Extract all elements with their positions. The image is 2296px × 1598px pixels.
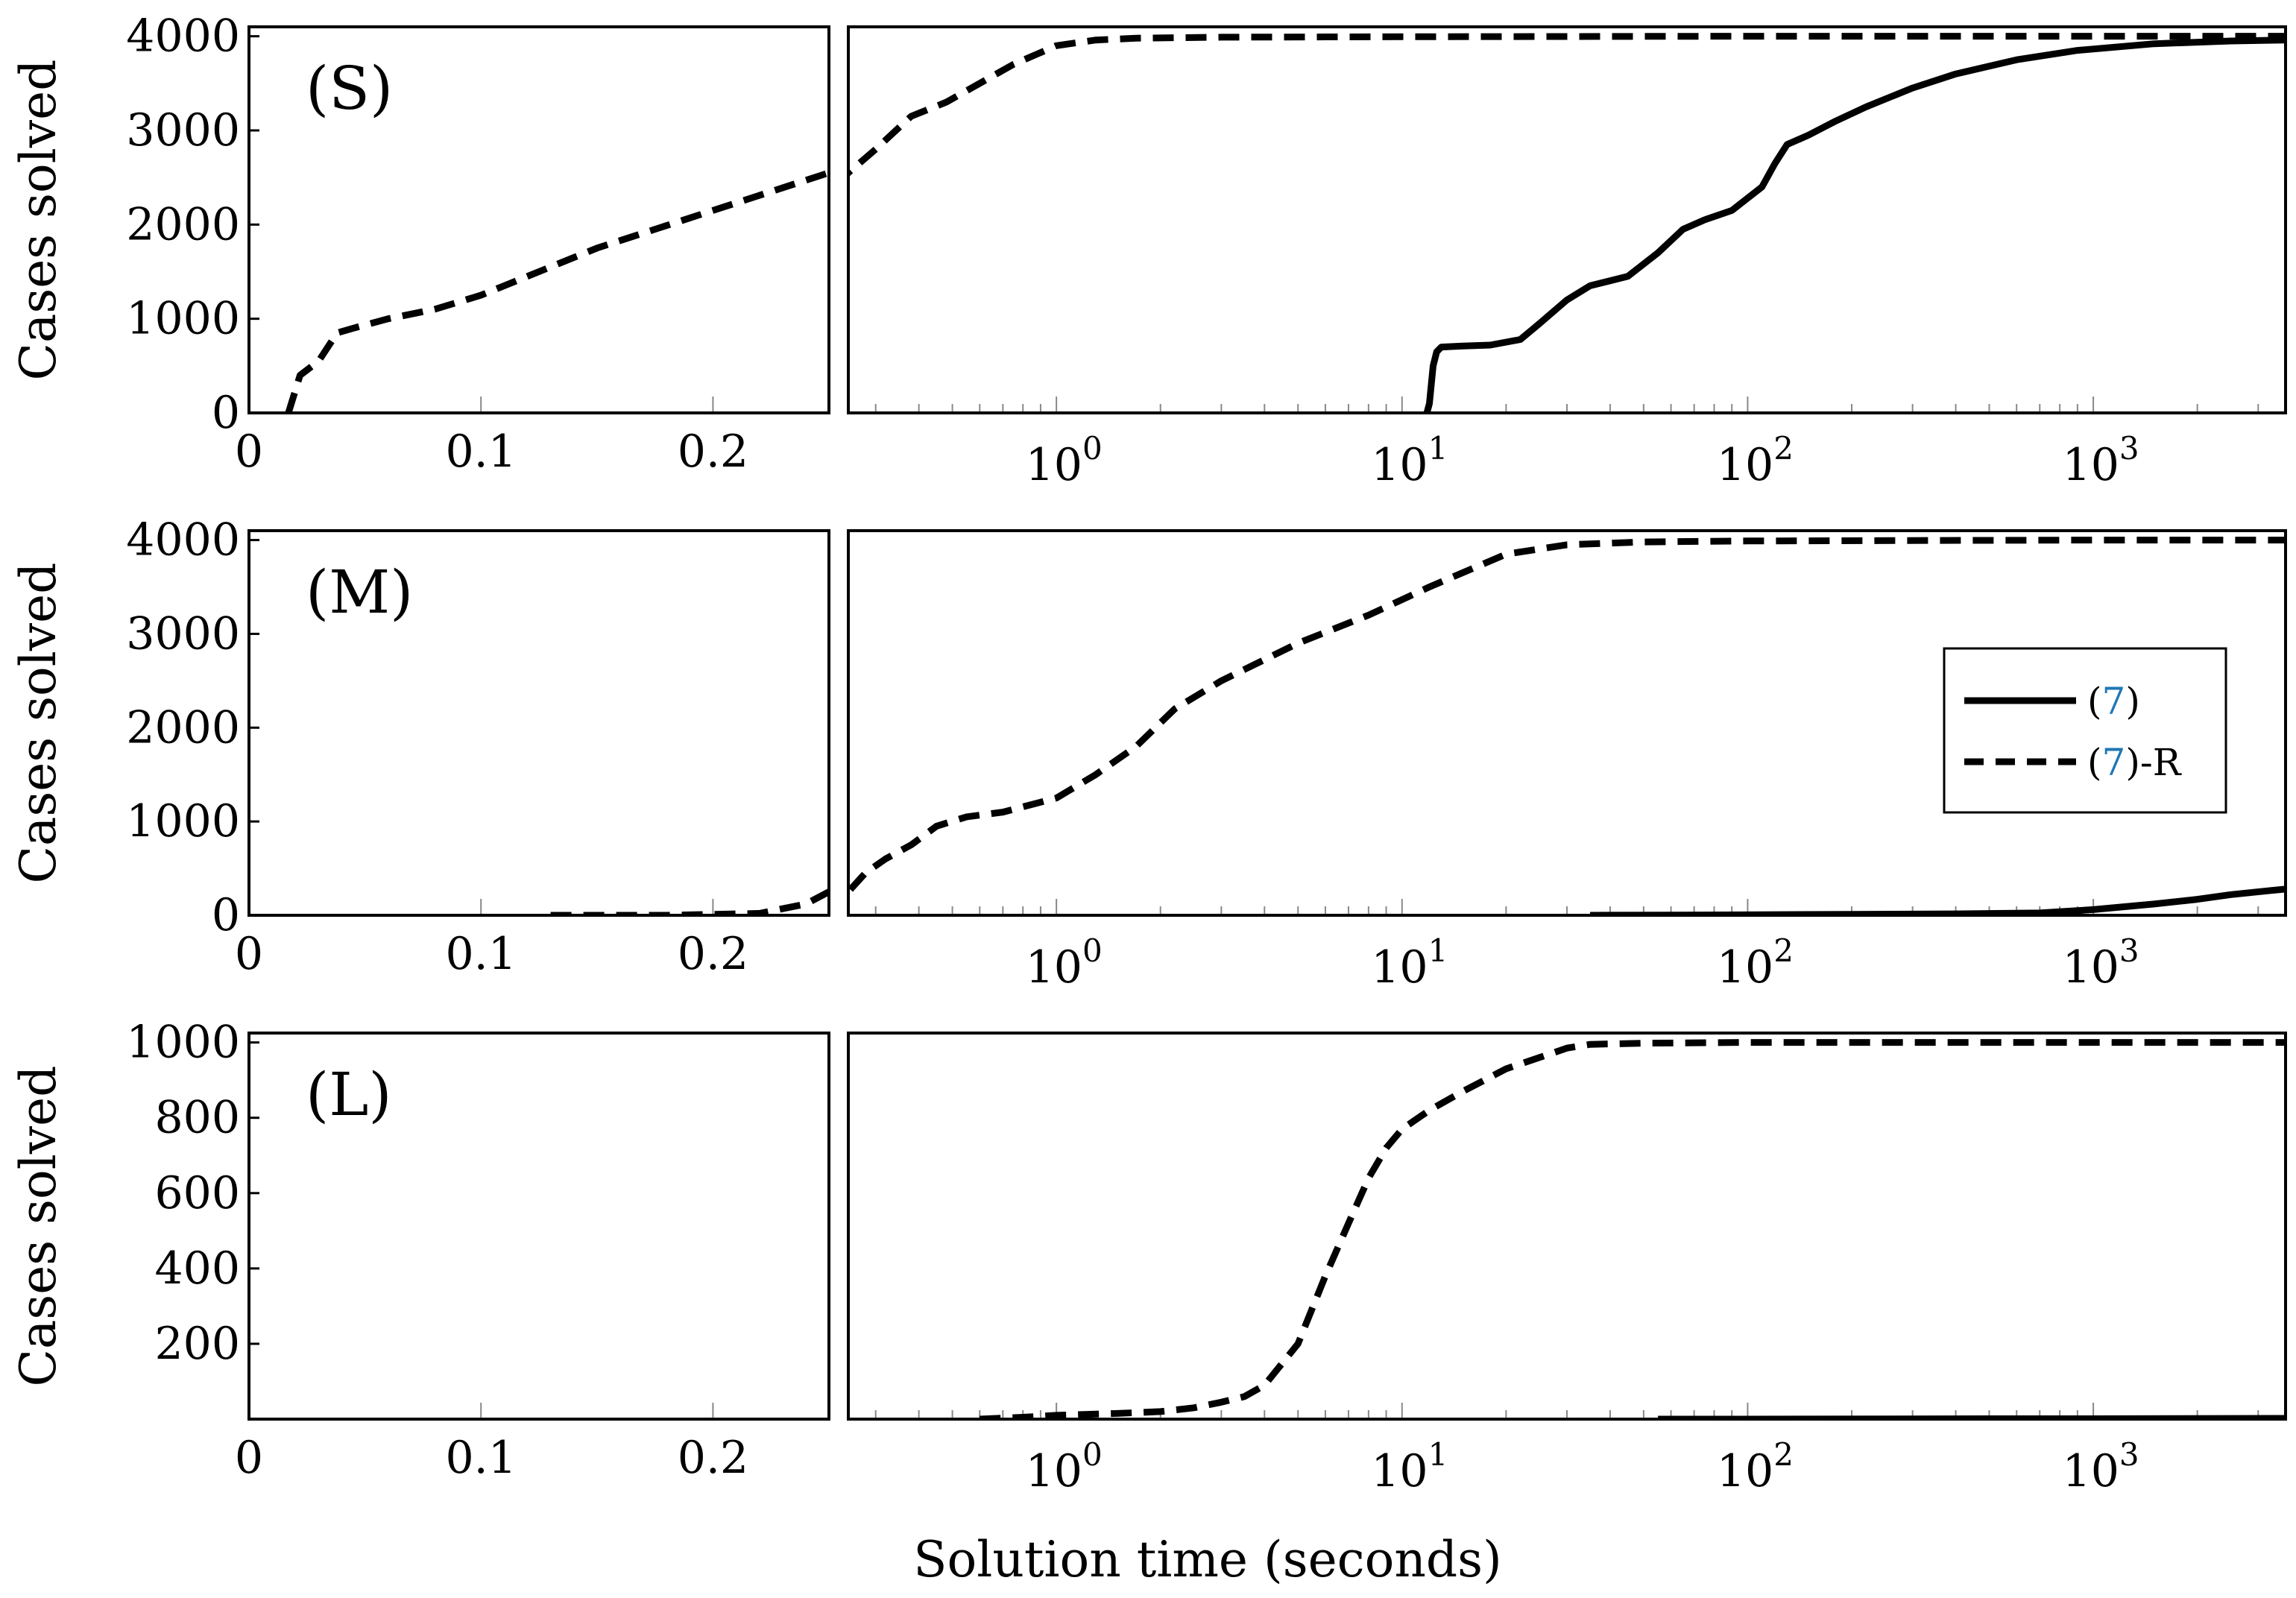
series-line-dashed-linear bbox=[550, 888, 829, 915]
y-tick-label: 2000 bbox=[126, 198, 240, 250]
linear-frame bbox=[247, 529, 830, 917]
series-line-dashed-log bbox=[848, 537, 2286, 900]
x-tick-label-linear: 0.2 bbox=[678, 928, 748, 980]
y-tick-label: 200 bbox=[154, 1318, 240, 1370]
x-tick-label-linear: 0 bbox=[235, 928, 263, 980]
y-tick-label: 400 bbox=[154, 1242, 240, 1295]
x-tick-label-log: 102 bbox=[1717, 1436, 1794, 1497]
x-tick-label-log: 100 bbox=[1026, 1436, 1103, 1497]
x-tick-label-linear: 0.2 bbox=[678, 1432, 748, 1484]
x-tick-label-log: 100 bbox=[1026, 932, 1103, 994]
linear-frame bbox=[247, 1032, 830, 1421]
legend-ref-link: 7 bbox=[2102, 680, 2126, 723]
y-tick-label: 0 bbox=[212, 889, 240, 941]
series-line-solid-log bbox=[1423, 37, 2286, 413]
y-tick-label: 4000 bbox=[126, 514, 240, 566]
panel-label: (S) bbox=[306, 54, 393, 123]
y-tick-label: 0 bbox=[212, 387, 240, 439]
series-line-dashed-log bbox=[980, 1039, 2286, 1419]
y-tick-label: 2000 bbox=[126, 701, 240, 754]
y-axis-label: Cases solved bbox=[10, 60, 67, 381]
x-tick-label-log: 103 bbox=[2063, 932, 2139, 994]
x-tick-label-log: 102 bbox=[1717, 932, 1794, 994]
y-tick-label: 800 bbox=[154, 1092, 240, 1144]
panel-m: 0 1000 2000 3000 4000 Cases solved (M) 0 0.1 0.2 1… bbox=[10, 514, 2287, 994]
x-tick-label-log: 101 bbox=[1371, 1436, 1448, 1497]
legend-ref-link: 7 bbox=[2102, 741, 2126, 784]
x-tick-label-log: 102 bbox=[1717, 430, 1794, 491]
y-tick-label: 4000 bbox=[126, 10, 240, 63]
x-tick-label-log: 101 bbox=[1371, 932, 1448, 994]
log-frame bbox=[847, 1032, 2287, 1421]
log-frame bbox=[847, 25, 2287, 414]
legend-box bbox=[1943, 647, 2227, 814]
panel-label: (M) bbox=[306, 558, 413, 627]
series-line-dashed-linear bbox=[285, 169, 829, 413]
panel-s: 0 1000 2000 3000 4000 Cases solved (S) 0 0.1 0.2 1… bbox=[10, 10, 2287, 491]
legend-entry-dashed: (7)-R bbox=[2087, 741, 2182, 784]
x-tick-label-linear: 0.2 bbox=[678, 426, 748, 478]
panel-l: 200 400 600 800 1000 Cases solved (L) 0 0.1 0.2 10… bbox=[10, 1017, 2287, 1497]
log-frame bbox=[847, 529, 2287, 917]
y-axis-label: Cases solved bbox=[10, 1066, 67, 1387]
y-tick-label: 1000 bbox=[126, 1017, 240, 1069]
y-tick-label: 1000 bbox=[126, 795, 240, 847]
x-axis-label: Solution time (seconds) bbox=[913, 1531, 1501, 1588]
x-tick-label-log: 100 bbox=[1026, 430, 1103, 491]
x-tick-label-log: 101 bbox=[1371, 430, 1448, 491]
x-tick-label-linear: 0 bbox=[235, 1432, 263, 1484]
legend: (7) (7)-R bbox=[1943, 647, 2227, 814]
x-tick-label-linear: 0 bbox=[235, 426, 263, 478]
y-tick-label: 3000 bbox=[126, 104, 240, 157]
log-minor-ticks bbox=[874, 397, 2259, 413]
y-tick-label: 600 bbox=[154, 1167, 240, 1219]
legend-entry-solid: (7) bbox=[2087, 680, 2140, 723]
x-tick-label-log: 103 bbox=[2063, 1436, 2139, 1497]
x-tick-label-linear: 0.1 bbox=[445, 1432, 516, 1484]
y-axis-label: Cases solved bbox=[10, 563, 67, 884]
x-tick-label-linear: 0.1 bbox=[445, 426, 516, 478]
x-tick-label-log: 103 bbox=[2063, 430, 2139, 491]
linear-frame bbox=[247, 25, 830, 414]
y-tick-label: 1000 bbox=[126, 293, 240, 345]
x-tick-label-linear: 0.1 bbox=[445, 928, 516, 980]
y-tick-label: 3000 bbox=[126, 607, 240, 660]
panel-label: (L) bbox=[306, 1060, 392, 1129]
series-line-dashed-log bbox=[848, 33, 2286, 178]
